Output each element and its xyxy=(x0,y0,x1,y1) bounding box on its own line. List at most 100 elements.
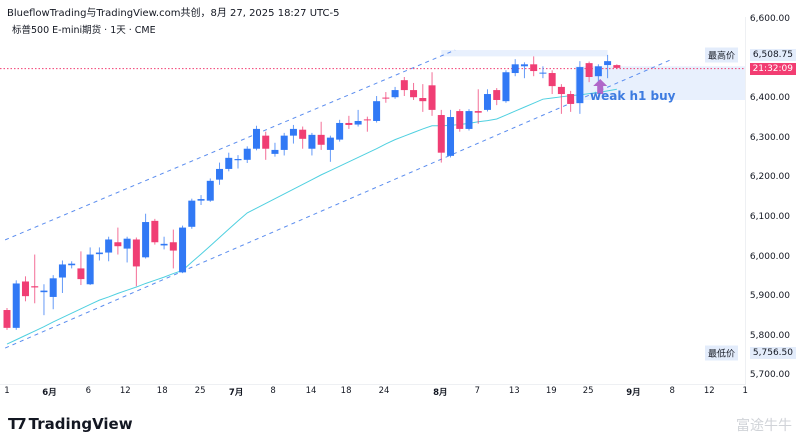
candle-body xyxy=(114,242,122,247)
candle xyxy=(567,90,575,112)
price-tick-label: 5,800.00 xyxy=(749,330,790,341)
price-tick-label: 5,700.00 xyxy=(749,370,790,381)
candle-body xyxy=(21,281,29,297)
candle xyxy=(86,247,94,286)
candle xyxy=(391,86,399,99)
time-tick-label: 24 xyxy=(378,386,390,396)
candle-body xyxy=(271,149,279,154)
candle-body xyxy=(567,94,575,104)
candle-body xyxy=(308,134,316,149)
candle-body xyxy=(280,135,288,150)
candle-body xyxy=(354,120,362,125)
current-price-countdown: 21:32:09 xyxy=(749,62,796,75)
candle xyxy=(105,236,113,262)
logo-text: TradingView xyxy=(28,415,133,433)
high-label-name: 最高价 xyxy=(704,47,738,63)
candle xyxy=(3,308,11,330)
candle-body xyxy=(493,90,501,100)
candle xyxy=(447,109,455,158)
time-tick-label: 6月 xyxy=(42,388,57,398)
candle-body xyxy=(474,111,482,113)
arrow-up-icon xyxy=(593,78,608,94)
candle-body xyxy=(391,90,399,98)
candle-body xyxy=(12,283,20,328)
candle-body xyxy=(3,310,11,328)
candle xyxy=(68,261,76,269)
candle xyxy=(160,236,168,250)
candle-body xyxy=(557,86,565,95)
candle-body xyxy=(86,254,94,285)
candle xyxy=(345,115,353,129)
candle xyxy=(354,109,362,127)
candle xyxy=(456,109,464,132)
candle xyxy=(197,195,205,206)
channel-line xyxy=(4,49,456,241)
candle-body xyxy=(530,64,538,72)
time-tick-label: 7月 xyxy=(228,388,244,398)
candle-body xyxy=(68,263,76,266)
candle xyxy=(49,275,57,310)
attribution: BlueflowTrading与TradingView.com共创，8月 27,… xyxy=(7,8,340,19)
candle xyxy=(382,92,390,103)
candle xyxy=(169,229,177,269)
candle-body xyxy=(105,239,113,253)
candle xyxy=(326,135,334,162)
candle xyxy=(40,284,48,316)
candle xyxy=(12,280,20,330)
candle-body xyxy=(197,199,205,201)
candle-body xyxy=(336,122,344,140)
candle-body xyxy=(382,97,390,99)
candle-body xyxy=(539,72,547,74)
candle xyxy=(530,56,538,77)
candle xyxy=(142,213,150,259)
price-tick-label: 6,400.00 xyxy=(749,93,790,103)
candle-body xyxy=(243,148,251,160)
candle xyxy=(548,70,556,95)
watermark: 富途牛牛 xyxy=(736,418,792,434)
candle-body xyxy=(326,137,334,150)
candle-body xyxy=(142,222,150,258)
candle-body xyxy=(400,80,408,91)
annotation-text: weak h1 buy xyxy=(590,89,676,103)
candle-body xyxy=(206,180,214,201)
channel-line xyxy=(4,59,671,349)
price-tick-label: 6,600.00 xyxy=(749,13,790,24)
candle-body xyxy=(299,129,307,139)
candle xyxy=(252,125,260,151)
candle xyxy=(363,116,371,132)
candle xyxy=(317,121,325,150)
candle-body xyxy=(410,90,418,98)
arrow-shape xyxy=(593,78,608,94)
candle xyxy=(493,88,501,106)
candle xyxy=(225,152,233,172)
candle-body xyxy=(465,111,473,129)
candle-body xyxy=(95,252,103,255)
candle xyxy=(520,62,528,79)
tradingview-logo[interactable]: T7 TradingView xyxy=(8,415,133,433)
candle-body xyxy=(179,227,187,273)
candle-body xyxy=(123,238,131,249)
candle xyxy=(613,64,621,69)
candle-body xyxy=(49,278,57,297)
time-tick-label: 8月 xyxy=(433,388,448,398)
candle-body xyxy=(188,200,196,227)
candle-body xyxy=(225,157,233,169)
time-tick-label: 6 xyxy=(85,386,92,396)
candle-body xyxy=(169,242,177,251)
time-tick-label: 12 xyxy=(703,386,715,396)
time-tick-label: 25 xyxy=(582,386,594,396)
low-label-name: 最低价 xyxy=(704,345,738,361)
time-tick-label: 7 xyxy=(474,386,481,396)
candle-body xyxy=(216,168,224,180)
candle-body xyxy=(456,111,464,129)
candle-body xyxy=(520,64,528,67)
candle xyxy=(539,66,547,79)
candle xyxy=(289,124,297,144)
candle-body xyxy=(483,94,491,110)
candle xyxy=(604,54,612,79)
candle-body xyxy=(363,119,371,121)
candle xyxy=(123,236,131,263)
candle xyxy=(437,109,445,163)
candle xyxy=(336,119,344,142)
